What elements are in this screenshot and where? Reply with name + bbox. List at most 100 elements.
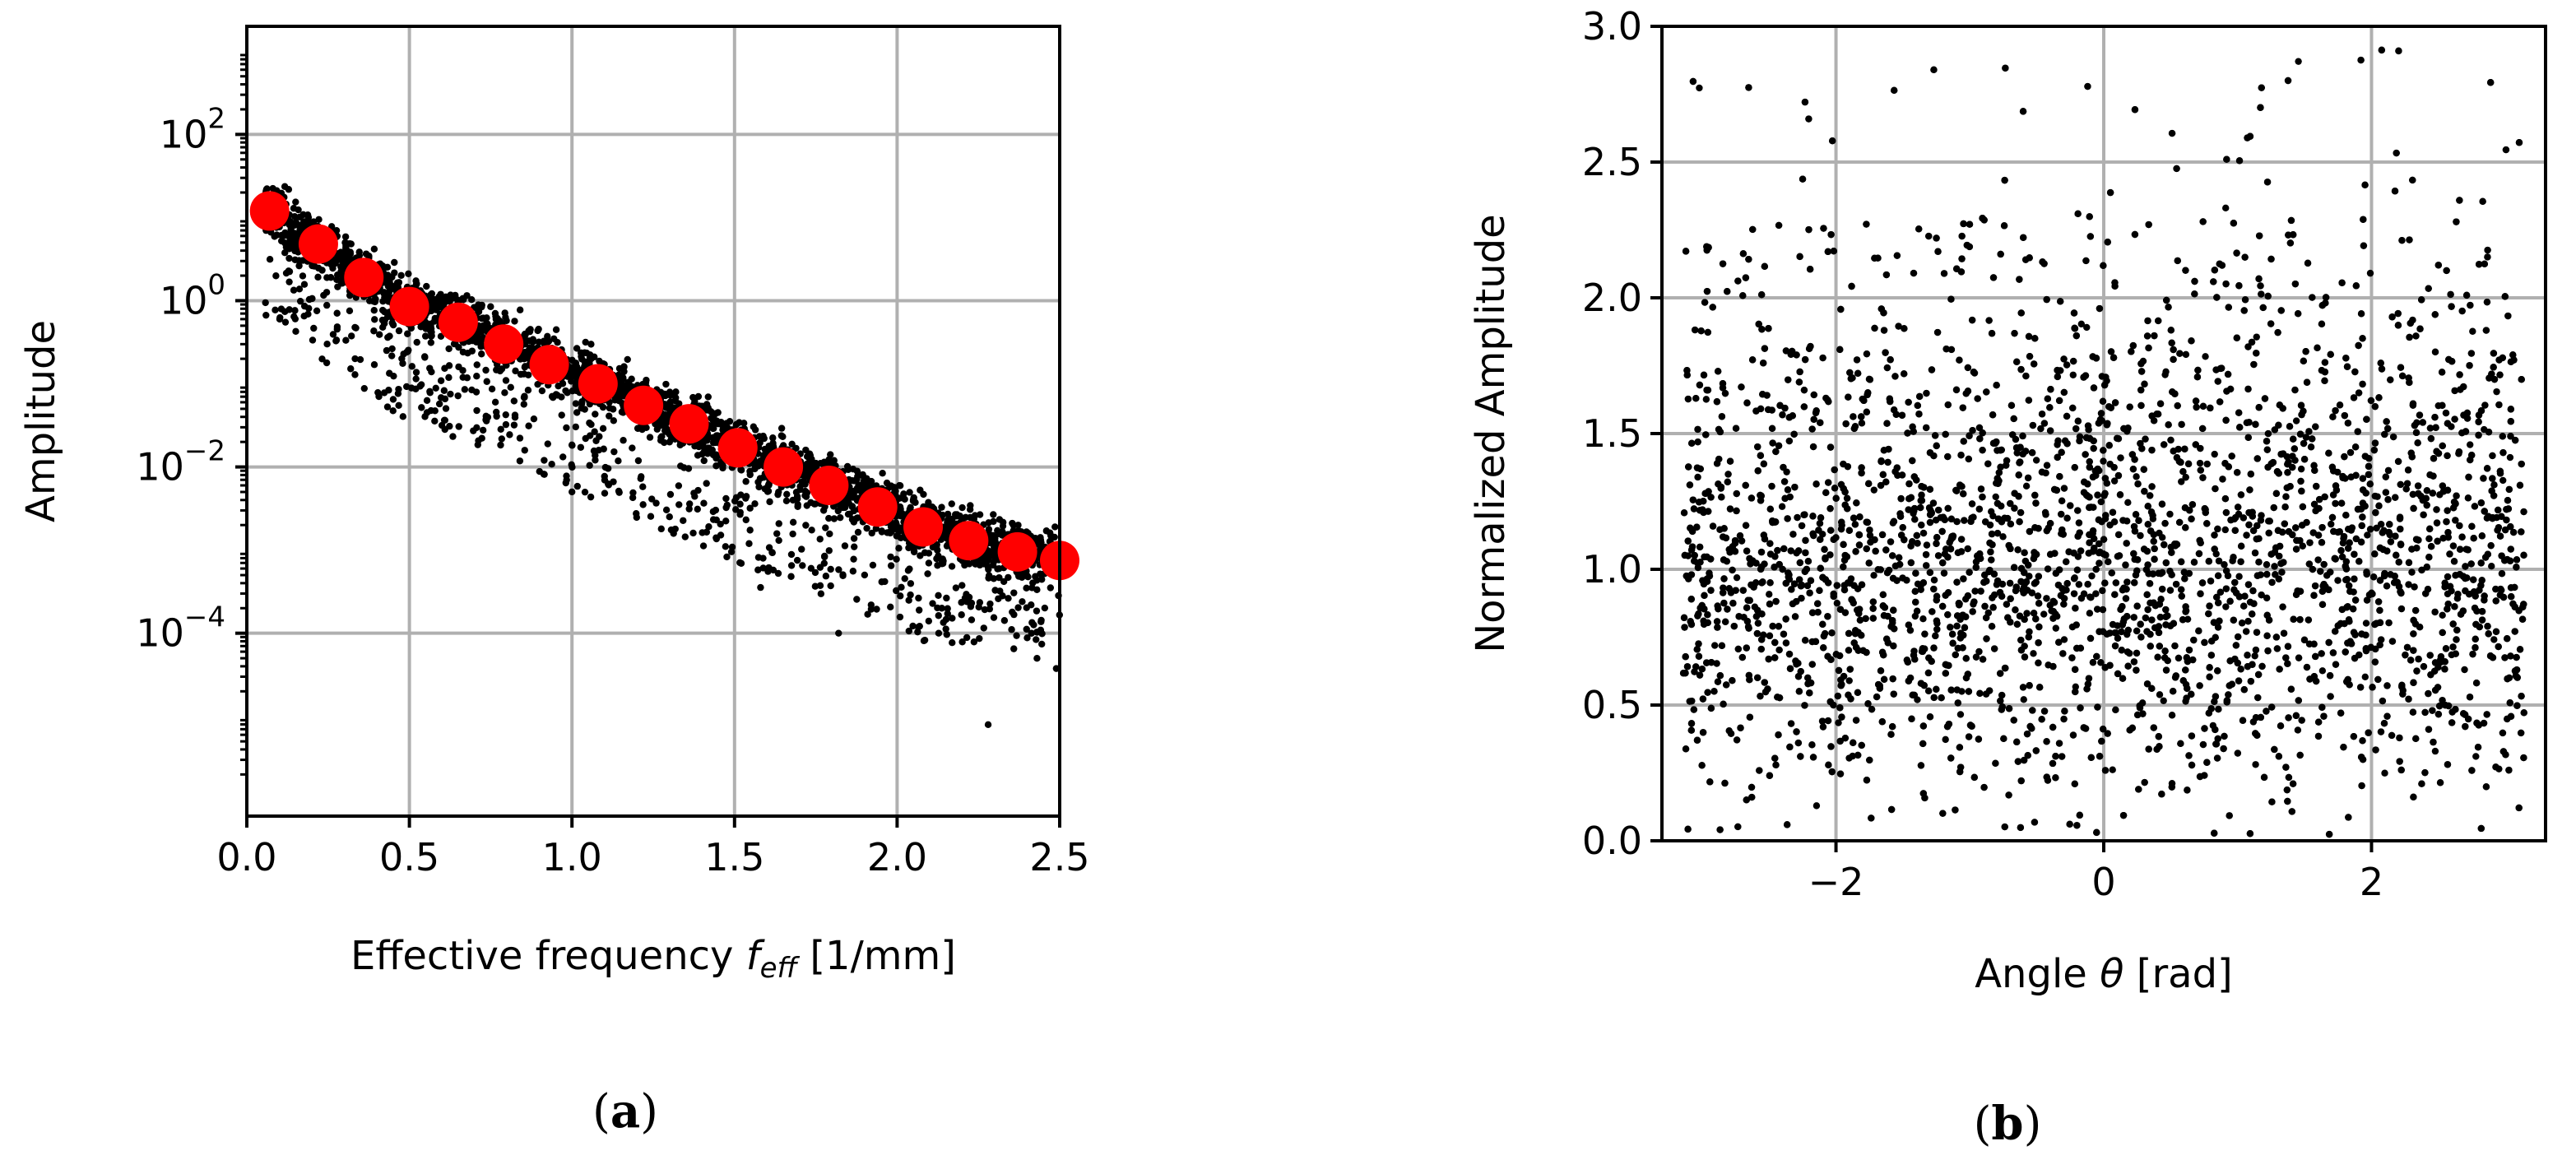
panel-a-point xyxy=(399,413,407,420)
panel-a-point xyxy=(662,506,671,514)
panel-a-point xyxy=(722,543,730,550)
panel-a-point xyxy=(404,330,411,337)
panel-a-point xyxy=(341,233,350,240)
panel-a-point xyxy=(573,345,581,352)
panel-a-point xyxy=(794,503,801,510)
panel-a-point xyxy=(295,262,303,270)
panel-a-point xyxy=(310,324,318,332)
panel-a-point xyxy=(516,306,524,313)
panel-a-point xyxy=(567,373,574,380)
panel-a-point xyxy=(610,448,618,456)
panel-a-point xyxy=(942,625,949,633)
panel-a-point xyxy=(412,375,420,383)
panel-a-point xyxy=(620,374,627,382)
panel-a-point xyxy=(764,481,773,490)
panel-a-point xyxy=(925,617,933,625)
panel-a-point xyxy=(395,385,402,393)
panel-a-point xyxy=(347,365,355,373)
panel-a-point xyxy=(666,490,675,499)
panel-a-point xyxy=(333,325,341,333)
panel-a-point xyxy=(746,527,754,534)
panel-a-point xyxy=(540,471,548,478)
panel-a-point xyxy=(629,489,637,497)
panel-a-point xyxy=(378,306,387,314)
panel-a-point xyxy=(620,363,628,370)
panel-a-point xyxy=(323,289,331,296)
panel-a-point xyxy=(943,594,950,602)
panel-a-point xyxy=(731,497,739,505)
panel-a-point xyxy=(657,525,665,533)
panel-a-point xyxy=(592,452,599,459)
panel-a-point xyxy=(848,503,856,511)
panel-a-point xyxy=(463,374,471,382)
panel-a-mean-point xyxy=(249,191,290,231)
panel-a-small-points xyxy=(261,183,1064,729)
panel-a-point xyxy=(468,295,476,304)
panel-a-point xyxy=(694,392,703,401)
panel-a-point xyxy=(497,425,504,434)
panel-a-point xyxy=(427,339,435,346)
panel-a-point xyxy=(704,393,712,401)
panel-a-point xyxy=(395,327,403,335)
panel-a-point xyxy=(662,380,670,388)
panel-a-point xyxy=(816,582,824,590)
panel-a-point xyxy=(262,299,269,307)
panel-a-point xyxy=(722,494,730,503)
panel-a-y-tick-label: 102 xyxy=(160,102,225,156)
panel-a-point xyxy=(587,341,595,348)
panel-a-point xyxy=(849,568,857,575)
panel-a-point xyxy=(759,474,768,481)
panel-a-point xyxy=(705,522,712,531)
panel-a-point xyxy=(887,562,895,569)
panel-a-point xyxy=(820,553,828,561)
panel-a-point xyxy=(805,450,814,457)
panel-a-point xyxy=(661,438,668,447)
panel-a-point xyxy=(577,443,585,451)
panel-a-point xyxy=(717,461,726,468)
panel-a-point xyxy=(529,338,536,346)
panel-a-point xyxy=(801,487,810,495)
panel-a-point xyxy=(512,367,519,375)
panel-a-point xyxy=(431,407,439,415)
panel-a-point xyxy=(986,606,994,613)
panel-a-point xyxy=(431,417,439,425)
panel-a-point xyxy=(346,291,354,299)
panel-a-point xyxy=(1005,595,1012,602)
panel-a-point xyxy=(285,267,294,276)
panel-a-point xyxy=(498,435,506,443)
panel-a-point xyxy=(881,578,889,586)
panel-a-point xyxy=(520,401,527,408)
panel-a-point xyxy=(694,505,702,513)
panel-a-point xyxy=(610,478,617,485)
panel-a-point xyxy=(332,226,341,234)
panel-a-point xyxy=(473,373,480,380)
panel-a-point xyxy=(1030,621,1037,629)
panel-a-point xyxy=(441,395,449,403)
panel-a-point xyxy=(455,423,462,430)
panel-a-point xyxy=(548,460,555,468)
panel-a-point xyxy=(370,307,378,314)
panel-a-point xyxy=(538,387,546,395)
panel-a-mean-point xyxy=(764,447,804,487)
panel-a-point xyxy=(1014,604,1022,611)
panel-a-point xyxy=(558,411,565,419)
panel-a-point xyxy=(388,319,396,327)
panel-a-point xyxy=(601,472,608,480)
panel-a-point xyxy=(375,392,383,401)
panel-a-point xyxy=(441,416,448,424)
panel-a-point xyxy=(492,408,500,416)
panel-a-point xyxy=(333,309,341,317)
panel-a-point xyxy=(446,422,453,430)
panel-a-point xyxy=(722,503,730,512)
panel-a-point xyxy=(440,387,448,394)
panel-a-point xyxy=(383,263,392,271)
panel-a-point xyxy=(675,400,683,407)
panel-a-point xyxy=(351,355,359,363)
panel-a-point xyxy=(938,503,945,511)
panel-a-point xyxy=(388,345,396,353)
panel-a-point xyxy=(355,252,364,259)
panel-a-mean-point xyxy=(344,258,384,298)
panel-a-point xyxy=(525,422,532,429)
